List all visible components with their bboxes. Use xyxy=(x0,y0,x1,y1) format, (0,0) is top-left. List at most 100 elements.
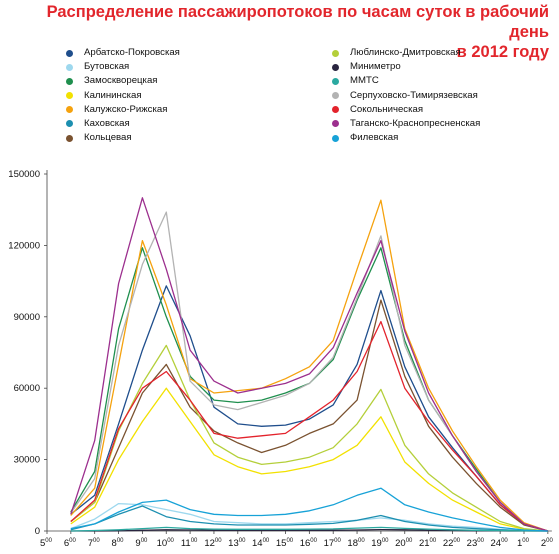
y-tick-label: 120000 xyxy=(8,240,40,251)
series-line xyxy=(70,502,548,532)
legend-marker xyxy=(332,63,339,71)
x-tick-label: 500 xyxy=(40,538,53,549)
series-line xyxy=(70,526,548,532)
x-tick-minutes: 00 xyxy=(358,538,365,544)
x-tick-label: 1900 xyxy=(371,538,389,549)
legend-marker xyxy=(66,134,73,142)
legend-label: Каховская xyxy=(84,117,130,129)
legend-label: Люблинско-Дмитровская xyxy=(350,47,461,58)
x-tick-hour: 1 xyxy=(517,538,522,549)
x-tick-label: 100 xyxy=(517,538,530,549)
legend-item: Замоскворецкая xyxy=(66,74,180,88)
legend-column-right: Люблинско-Дмитровская Миниметро ММТС Серпух… xyxy=(332,46,480,145)
legend-marker xyxy=(332,106,339,114)
x-tick-minutes: 00 xyxy=(430,538,437,544)
y-tick-label: 60000 xyxy=(14,383,40,394)
series-line xyxy=(70,320,549,532)
x-tick-label: 900 xyxy=(135,538,148,549)
x-tick-label: 700 xyxy=(88,538,101,549)
chart-title: Распределение пассажиропотоков по часам … xyxy=(29,2,549,62)
x-tick-minutes: 00 xyxy=(310,538,317,544)
x-tick-hour: 13 xyxy=(228,538,239,549)
x-tick-minutes: 00 xyxy=(239,538,246,544)
x-tick-minutes: 00 xyxy=(93,538,100,544)
series-line xyxy=(70,487,548,532)
x-tick-hour: 22 xyxy=(443,538,454,549)
x-tick-minutes: 00 xyxy=(69,538,76,544)
x-tick-label: 2300 xyxy=(467,538,485,549)
x-tick-minutes: 00 xyxy=(501,538,508,544)
x-tick-hour: 11 xyxy=(181,538,191,549)
legend-marker xyxy=(332,77,339,85)
legend-item: Серпуховско-Тимирязевская xyxy=(332,89,480,103)
x-tick-label: 2400 xyxy=(491,538,509,549)
series-line xyxy=(70,387,548,532)
x-tick-label: 200 xyxy=(541,538,554,549)
x-tick-minutes: 00 xyxy=(382,538,389,544)
x-tick-hour: 7 xyxy=(88,538,93,549)
series-line xyxy=(70,197,549,532)
legend-item: Филевская xyxy=(332,131,480,145)
x-tick-label: 1200 xyxy=(204,538,222,549)
x-tick-label: 1800 xyxy=(347,538,365,549)
x-tick-label: 1700 xyxy=(324,538,342,549)
legend-column-left: Арбатско-Покровская Бутовская Замоскворецк… xyxy=(66,46,180,145)
x-tick-hour: 6 xyxy=(64,538,69,549)
x-tick-label: 1100 xyxy=(181,538,198,549)
x-tick-minutes: 00 xyxy=(263,538,270,544)
series-line xyxy=(70,299,549,532)
x-tick-hour: 19 xyxy=(371,538,382,549)
y-tick-label: 90000 xyxy=(14,312,40,323)
x-tick-hour: 20 xyxy=(395,538,406,549)
x-tick-hour: 23 xyxy=(467,538,478,549)
legend-label: Бутовская xyxy=(84,61,130,73)
legend-marker xyxy=(66,49,73,57)
legend-marker xyxy=(66,63,73,71)
x-tick-minutes: 00 xyxy=(117,538,124,544)
legend-marker xyxy=(332,120,339,128)
x-tick-label: 800 xyxy=(112,538,125,549)
x-tick-hour: 8 xyxy=(112,538,117,549)
legend-item: Кольцевая xyxy=(66,131,180,145)
x-tick-label: 1000 xyxy=(157,538,175,549)
x-tick-hour: 9 xyxy=(135,538,140,549)
legend-item: ММТС xyxy=(332,74,480,88)
x-tick-minutes: 00 xyxy=(406,538,413,544)
legend-label: Таганско-Краснопресненская xyxy=(350,117,481,129)
legend-item: Люблинско-Дмитровская xyxy=(332,46,480,60)
x-tick-hour: 21 xyxy=(419,538,430,549)
x-tick-hour: 2 xyxy=(541,538,546,549)
series-line xyxy=(70,199,549,532)
legend-label: ММТС xyxy=(350,75,379,87)
x-tick-minutes: 00 xyxy=(453,538,460,544)
x-tick-minutes: 00 xyxy=(45,538,52,544)
x-tick-hour: 18 xyxy=(347,538,358,549)
x-tick-minutes: 00 xyxy=(334,538,341,544)
x-tick-label: 2200 xyxy=(443,538,461,549)
legend-item: Бутовская xyxy=(66,60,180,74)
legend-item: Калужско-Рижская xyxy=(66,103,180,117)
x-tick-minutes: 00 xyxy=(141,538,148,544)
legend-label: Замоскворецкая xyxy=(84,75,158,87)
legend-label: Кольцевая xyxy=(84,132,132,144)
legend-item: Сокольническая xyxy=(332,103,480,117)
x-tick-hour: 16 xyxy=(300,538,311,549)
legend-marker xyxy=(66,92,73,100)
x-tick-minutes: 00 xyxy=(286,538,293,544)
legend-label: Сокольническая xyxy=(350,103,424,115)
legend-item: Миниметро xyxy=(332,60,480,74)
y-tick-label: 30000 xyxy=(14,455,40,466)
series-line xyxy=(70,285,549,532)
x-tick-hour: 14 xyxy=(252,538,263,549)
legend-label: Калининская xyxy=(84,89,142,101)
x-tick-hour: 17 xyxy=(324,538,335,549)
legend-marker xyxy=(332,49,339,57)
x-tick-minutes: 00 xyxy=(477,538,484,544)
legend-marker xyxy=(332,92,339,100)
legend-marker xyxy=(66,106,73,114)
x-tick-minutes: 00 xyxy=(546,538,553,544)
legend-item: Арбатско-Покровская xyxy=(66,46,180,60)
x-tick-label: 1400 xyxy=(252,538,270,549)
series-line xyxy=(70,344,548,532)
